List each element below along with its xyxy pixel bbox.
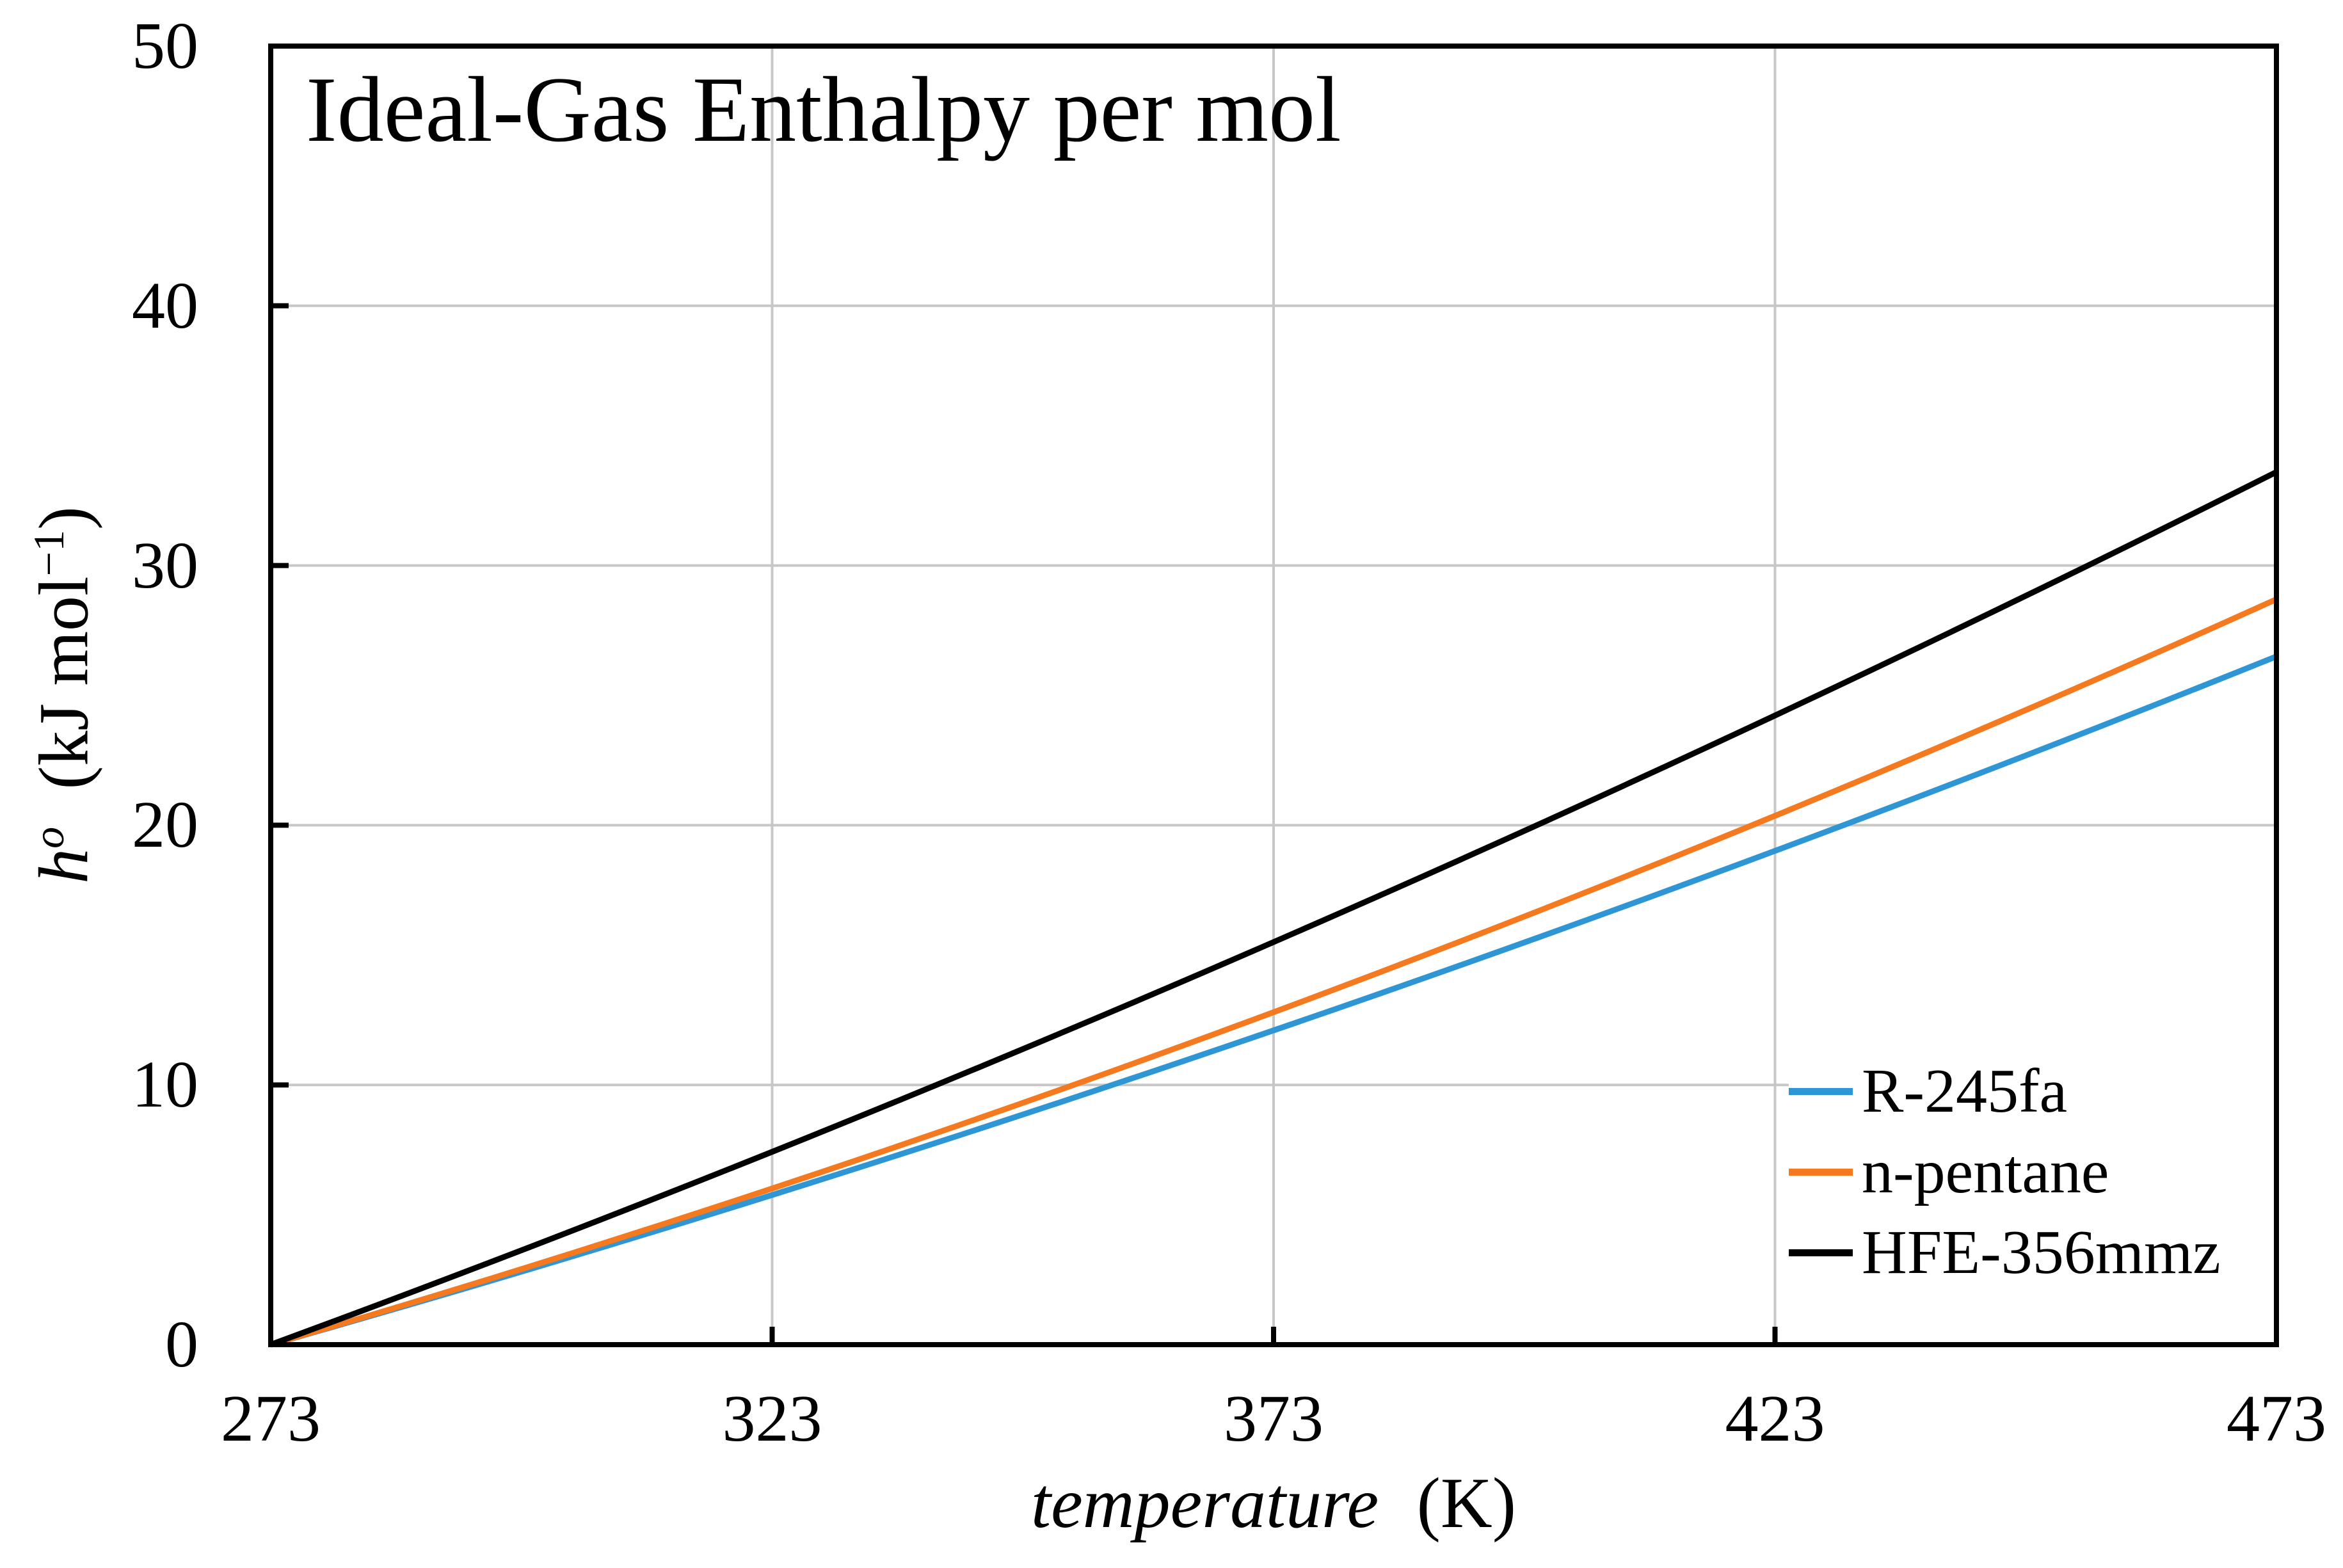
- legend-label: n-pentane: [1862, 1137, 2109, 1206]
- y-axis-label-unit-post: ): [24, 506, 103, 530]
- legend-label: R-245fa: [1862, 1057, 2068, 1126]
- legend-item-HFE-356mmz: HFE-356mmz: [1789, 1221, 2274, 1284]
- series-line-R-245fa: [269, 653, 2278, 1348]
- y-axis-label-unit-exponent: −1: [24, 529, 73, 577]
- x-axis-label-unit: (K): [1416, 1464, 1517, 1543]
- series-line-HFE-356mmz: [269, 469, 2278, 1348]
- y-axis-label: ho (kJ mol−1): [24, 506, 103, 884]
- y-tick-label-20: 20: [132, 788, 198, 862]
- x-tick-label-273: 273: [221, 1382, 321, 1455]
- y-tick-label-0: 0: [165, 1308, 198, 1381]
- legend-line-swatch: [1789, 1168, 1853, 1176]
- legend: R-245fa n-pentane HFE-356mmz: [1789, 1051, 2274, 1293]
- x-tick-label-373: 373: [1224, 1382, 1323, 1455]
- x-axis-label: temperature (K): [1031, 1464, 1516, 1543]
- legend-label: HFE-356mmz: [1862, 1218, 2221, 1287]
- legend-line-swatch: [1789, 1087, 1853, 1095]
- x-tick-label-323: 323: [722, 1382, 822, 1455]
- y-axis-label-superscript: o: [24, 826, 73, 849]
- y-tick-label-40: 40: [132, 268, 198, 342]
- x-tick-label-473: 473: [2227, 1382, 2326, 1455]
- legend-item-n-pentane: n-pentane: [1789, 1140, 2274, 1203]
- y-axis-label-unit-pre: (kJ mol: [24, 576, 103, 790]
- y-tick-label-10: 10: [132, 1048, 198, 1122]
- chart-title: Ideal-Gas Enthalpy per mol: [306, 58, 1341, 161]
- y-tick-label-30: 30: [132, 528, 198, 602]
- legend-item-R-245fa: R-245fa: [1789, 1060, 2274, 1123]
- plot-border: [268, 44, 2279, 1347]
- series-line-n-pentane: [269, 596, 2278, 1348]
- legend-line-swatch: [1789, 1249, 1853, 1256]
- y-tick-label-50: 50: [132, 9, 198, 83]
- x-axis-label-name: temperature: [1030, 1464, 1379, 1543]
- x-tick-label-423: 423: [1725, 1382, 1825, 1455]
- y-axis-label-symbol: h: [24, 848, 103, 884]
